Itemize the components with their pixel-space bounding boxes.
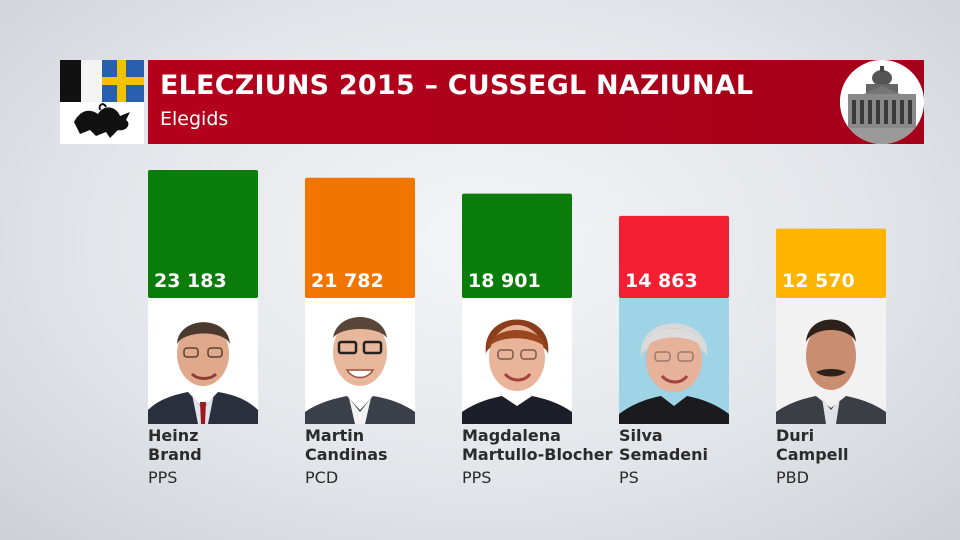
bar-value-label: 14 863 xyxy=(625,270,698,292)
candidate-label: Magdalena Martullo-Blocher PPS xyxy=(462,426,622,487)
candidate-party: PCD xyxy=(305,468,339,487)
candidate-party: PPS xyxy=(462,468,492,487)
bar-value-label: 18 901 xyxy=(468,270,541,292)
bar-value-label: 21 782 xyxy=(311,270,384,292)
bar-pps xyxy=(148,170,258,298)
candidate-photo xyxy=(305,298,415,424)
candidate-last-name: Martullo-Blocher xyxy=(462,445,613,464)
bar-ps xyxy=(619,215,729,298)
federal-palace-icon xyxy=(840,60,924,144)
candidate-photo xyxy=(148,298,258,424)
candidate-first-name: Magdalena xyxy=(462,426,561,445)
candidate-last-name: Semadeni xyxy=(619,445,709,464)
bar-pps xyxy=(462,193,572,298)
candidate-first-name: Silva xyxy=(619,426,663,445)
candidate-photo xyxy=(462,298,572,424)
candidate-first-name: Heinz xyxy=(148,426,199,445)
bar-value-label: 12 570 xyxy=(782,270,855,292)
page-title: ELECZIUNS 2015 – CUSSEGL NAZIUNAL xyxy=(160,70,754,101)
candidate-party: PPS xyxy=(148,468,178,487)
title-banner: ELECZIUNS 2015 – CUSSEGL NAZIUNAL Elegid… xyxy=(148,60,924,144)
candidate-label: Martin Candinas PCD xyxy=(305,426,465,487)
candidate-label: Duri Campell PBD xyxy=(776,426,936,487)
candidate-last-name: Campell xyxy=(776,445,849,464)
candidate-last-name: Brand xyxy=(148,445,202,464)
bar-pbd xyxy=(776,228,886,298)
bar-pcd xyxy=(305,177,415,298)
candidate-photo xyxy=(619,298,729,424)
candidate-label: Heinz Brand PPS xyxy=(148,426,308,487)
candidate-party: PBD xyxy=(776,468,809,487)
candidate-first-name: Martin xyxy=(305,426,365,445)
candidate-last-name: Candinas xyxy=(305,445,388,464)
candidate-party: PS xyxy=(619,468,639,487)
candidate-label: Silva Semadeni PS xyxy=(619,426,779,487)
bar-value-label: 23 183 xyxy=(154,270,227,292)
page-subtitle: Elegids xyxy=(160,108,229,130)
candidate-first-name: Duri xyxy=(776,426,815,445)
candidate-photo xyxy=(776,298,886,424)
graubuenden-coat-of-arms-icon xyxy=(60,60,144,144)
